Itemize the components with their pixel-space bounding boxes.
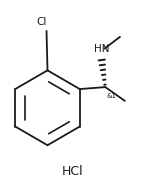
Text: &1: &1: [106, 93, 116, 99]
Text: Cl: Cl: [37, 17, 47, 27]
Text: HN: HN: [93, 44, 109, 54]
Text: HCl: HCl: [62, 165, 84, 178]
